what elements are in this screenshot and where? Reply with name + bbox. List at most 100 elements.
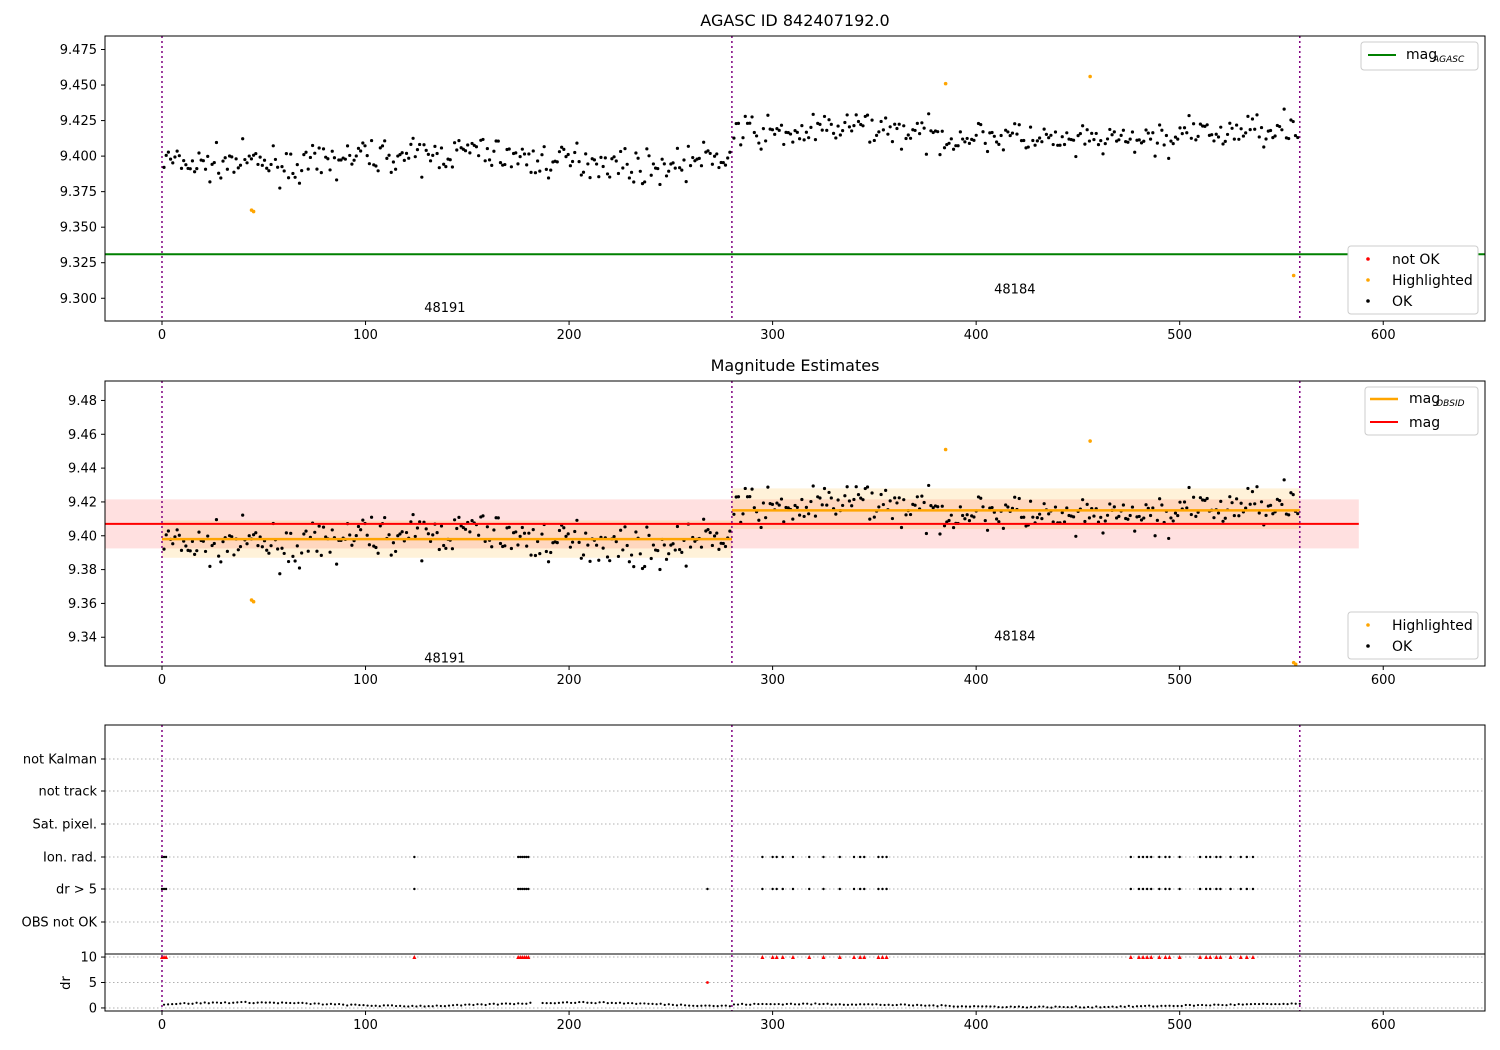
ok-point [800, 497, 804, 502]
ok-point [811, 484, 815, 488]
ok-point [994, 140, 999, 144]
ok-point [688, 545, 693, 549]
ok-point [861, 498, 865, 502]
ok-point [522, 152, 527, 156]
p2-x-tick-label: 0 [158, 673, 166, 688]
ok-point [531, 528, 535, 532]
flag-point [413, 855, 416, 859]
ok-point [549, 168, 553, 172]
ok-point [1291, 119, 1295, 124]
ok-point [770, 502, 775, 507]
ok-point [319, 553, 323, 557]
ok-point [435, 151, 439, 156]
dr-point [333, 1003, 337, 1006]
ok-point [1099, 515, 1103, 519]
dr-point [561, 1001, 565, 1004]
ok-point [184, 163, 188, 167]
ok-point [444, 165, 448, 169]
dr-point [688, 1004, 691, 1007]
dr-point [769, 1003, 772, 1006]
dr-point [830, 1003, 833, 1006]
ok-point [1137, 514, 1141, 519]
ok-point [527, 152, 531, 156]
dr-point [321, 1003, 324, 1006]
ok-point [1133, 529, 1137, 533]
ok-point [678, 547, 682, 552]
ok-point [1158, 497, 1162, 501]
ok-point [166, 150, 170, 154]
dr-point [236, 1001, 239, 1004]
ok-point [1103, 519, 1107, 523]
flag-point [523, 887, 526, 891]
ok-point [367, 162, 371, 166]
ok-point [549, 550, 553, 555]
ok-point [1090, 131, 1094, 135]
flag-point [775, 887, 778, 891]
ok-point [206, 534, 210, 538]
ok-point [870, 491, 874, 495]
ok-point [766, 113, 770, 117]
dr-point [1034, 1006, 1037, 1009]
ok-point [385, 156, 389, 160]
dr-point [1070, 1006, 1073, 1009]
ok-point [276, 547, 280, 551]
flag-point [775, 855, 778, 859]
ok-point [956, 144, 960, 148]
flag-point [761, 855, 764, 859]
ok-point [481, 514, 485, 518]
ok-point [1103, 142, 1107, 146]
ok-point [348, 153, 352, 158]
ok-point [356, 524, 361, 529]
dr-point [997, 1006, 1000, 1009]
ok-point [795, 130, 799, 134]
ok-point [625, 543, 629, 548]
ok-point [387, 533, 391, 537]
ok-point [1271, 512, 1275, 516]
ok-point [407, 156, 411, 160]
ok-point [330, 528, 334, 532]
ok-point [1130, 505, 1135, 509]
flag-point [771, 855, 774, 859]
dr-point [1184, 1003, 1187, 1007]
dr-point [1294, 1002, 1297, 1005]
ok-point [365, 533, 369, 537]
dr-point [1062, 1005, 1065, 1009]
dr-point [749, 1003, 752, 1006]
dr-point [358, 1003, 361, 1007]
dr-point [1152, 1005, 1155, 1008]
dr-point [508, 1002, 512, 1005]
ok-point [1126, 517, 1130, 521]
dr-point [928, 1004, 931, 1007]
ok-point [1148, 137, 1153, 141]
ok-point [455, 526, 459, 531]
dr-point [464, 1003, 467, 1006]
ok-point [798, 513, 802, 517]
ok-point [1022, 515, 1026, 519]
ok-point [365, 154, 369, 158]
flag-point [1137, 855, 1141, 859]
dr-point [806, 1002, 809, 1005]
ok-point [286, 176, 291, 180]
dr-clipped-marker [858, 955, 863, 960]
dr-point [403, 1005, 406, 1008]
ok-point [745, 495, 750, 499]
ok-point [507, 525, 511, 529]
ok-point [997, 142, 1001, 146]
dr-point [1111, 1005, 1114, 1008]
ok-point [171, 542, 175, 546]
ok-point [852, 124, 856, 128]
ok-point [777, 128, 781, 132]
ok-point [592, 158, 597, 162]
dr-point [871, 1003, 874, 1006]
dr-point [1091, 1006, 1094, 1009]
dr-point [671, 1003, 674, 1006]
ok-point [920, 494, 924, 498]
ok-point [662, 543, 666, 547]
flag-point [527, 887, 530, 891]
ok-point [527, 531, 531, 535]
dr-point [1266, 1002, 1269, 1006]
ok-point [1282, 107, 1286, 111]
ok-point [293, 175, 297, 179]
ok-point [413, 155, 417, 159]
dr-point [329, 1002, 333, 1006]
